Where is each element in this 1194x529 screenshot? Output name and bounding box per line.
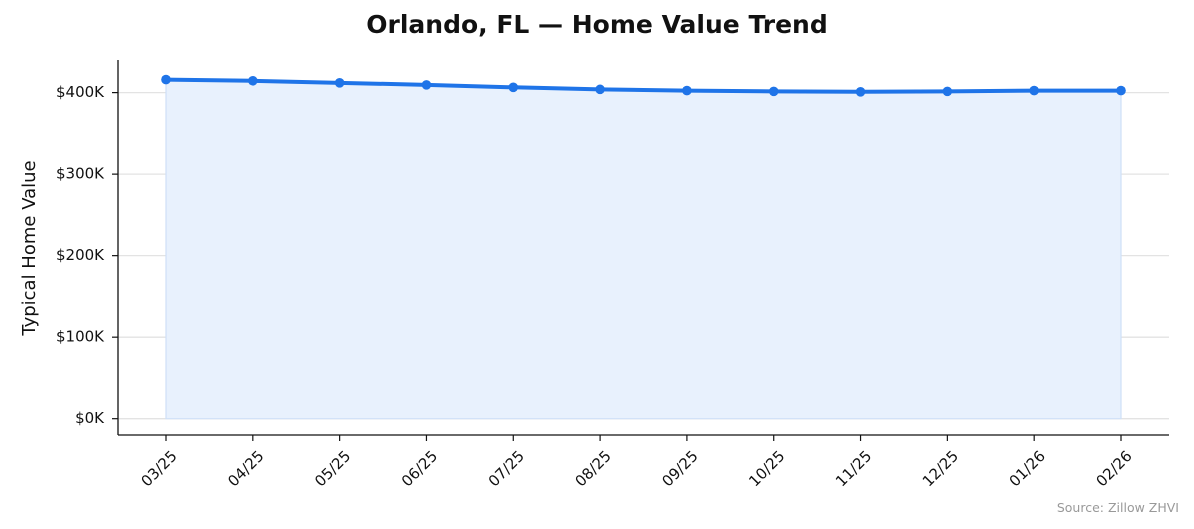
data-point xyxy=(768,86,779,97)
x-tick-label: 01/26 xyxy=(1006,447,1049,490)
x-tick-label: 10/25 xyxy=(745,447,788,490)
source-note: Source: Zillow ZHVI xyxy=(1056,500,1179,515)
series-line xyxy=(164,77,1123,94)
x-tick-label: 03/25 xyxy=(137,447,180,490)
x-tick-label: 08/25 xyxy=(572,447,615,490)
chart-title: Orlando, FL — Home Value Trend xyxy=(366,10,828,39)
x-tick-label: 12/25 xyxy=(919,447,962,490)
data-point xyxy=(942,86,953,97)
data-point xyxy=(421,80,432,90)
x-tick-label: 05/25 xyxy=(311,447,354,490)
y-tick-label: $100K xyxy=(56,328,105,346)
x-tick-label: 07/25 xyxy=(485,447,528,490)
x-tick-label: 11/25 xyxy=(832,447,875,490)
data-point xyxy=(855,86,866,97)
x-tick-label: 09/25 xyxy=(658,447,701,490)
data-point xyxy=(161,74,171,85)
data-point xyxy=(508,82,519,93)
data-point xyxy=(248,75,258,86)
y-tick-label: $200K xyxy=(56,246,105,264)
x-tick-labels: 03/25 04/25 05/25 06/25 07/25 08/25 09/25 10/25… xyxy=(137,447,1135,490)
x-tick-label: 06/25 xyxy=(398,447,441,490)
axes xyxy=(112,60,1169,441)
y-axis-label: Typical Home Value xyxy=(19,160,40,336)
area-fill xyxy=(165,78,1122,420)
data-point xyxy=(682,85,692,96)
x-tick-label: 04/25 xyxy=(224,447,267,490)
y-tick-label: $0K xyxy=(75,409,105,427)
data-point xyxy=(1116,85,1126,96)
y-tick-label: $300K xyxy=(56,165,105,183)
data-point xyxy=(595,84,605,95)
area-fill-path xyxy=(165,78,1122,420)
data-points xyxy=(161,74,1126,97)
x-tick-label: 02/26 xyxy=(1092,447,1135,490)
y-tick-label: $400K xyxy=(56,83,105,101)
y-tick-labels: $0K $100K $200K $300K $400K xyxy=(56,83,105,427)
data-point xyxy=(334,78,345,88)
series-polyline xyxy=(164,77,1123,94)
data-point xyxy=(1029,85,1039,96)
